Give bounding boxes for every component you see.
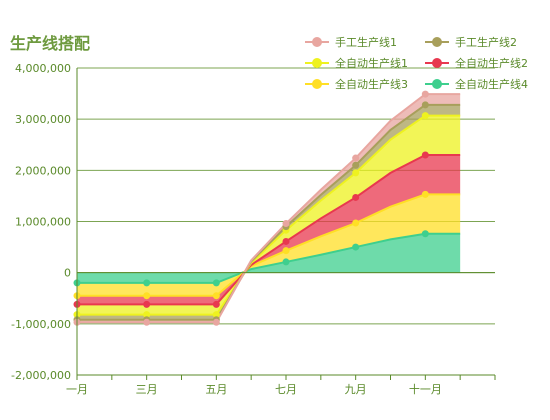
legend-label[interactable]: 全自动生产线2 [455, 56, 528, 70]
x-tick-label: 七月 [275, 383, 297, 396]
data-point[interactable] [282, 258, 290, 266]
legend-label[interactable]: 全自动生产线4 [455, 77, 528, 91]
data-point[interactable] [143, 300, 151, 308]
legend-swatch-dot[interactable] [432, 79, 442, 89]
legend-swatch-dot[interactable] [432, 37, 442, 47]
data-point[interactable] [421, 190, 429, 198]
data-point[interactable] [352, 161, 360, 169]
legend-swatch-dot[interactable] [312, 37, 322, 47]
line-全自动生产线1 [77, 114, 461, 316]
data-point[interactable] [212, 300, 220, 308]
line-手工生产线1 [77, 93, 461, 324]
data-point[interactable] [421, 230, 429, 238]
data-point[interactable] [212, 311, 220, 319]
area-手工生产线1 [77, 94, 461, 323]
area-手工生产线2 [77, 104, 461, 320]
data-point[interactable] [212, 279, 220, 287]
y-tick-label: 1,000,000 [15, 216, 71, 229]
legend-label[interactable]: 手工生产线2 [455, 35, 517, 49]
data-point[interactable] [421, 90, 429, 98]
legend-swatch-dot[interactable] [432, 58, 442, 68]
y-tick-label: -2,000,000 [11, 369, 71, 382]
data-point[interactable] [143, 318, 151, 326]
data-point[interactable] [143, 279, 151, 287]
x-tick-label: 九月 [345, 383, 367, 396]
y-tick-label: -1,000,000 [11, 318, 71, 331]
data-point[interactable] [352, 169, 360, 177]
legend-label[interactable]: 全自动生产线3 [335, 77, 408, 91]
legend-label[interactable]: 全自动生产线1 [335, 56, 408, 70]
x-tick-label: 一月 [66, 383, 88, 396]
y-tick-label: 4,000,000 [15, 62, 71, 75]
data-point[interactable] [282, 247, 290, 255]
data-point[interactable] [352, 219, 360, 227]
x-tick-label: 五月 [205, 383, 227, 396]
data-point[interactable] [143, 311, 151, 319]
legend-swatch-dot[interactable] [312, 58, 322, 68]
chart-title: 生产线搭配 [10, 34, 91, 53]
y-tick-label: 3,000,000 [15, 113, 71, 126]
data-point[interactable] [421, 151, 429, 159]
line-手工生产线2 [77, 103, 461, 321]
data-point[interactable] [352, 154, 360, 162]
data-point[interactable] [282, 237, 290, 245]
data-point[interactable] [212, 318, 220, 326]
data-point[interactable] [421, 112, 429, 120]
y-tick-label: 2,000,000 [15, 164, 71, 177]
data-point[interactable] [212, 292, 220, 300]
data-point[interactable] [143, 292, 151, 300]
line-全自动生产线3 [77, 193, 461, 297]
data-point[interactable] [421, 101, 429, 109]
legend-label[interactable]: 手工生产线1 [335, 35, 397, 49]
x-tick-label: 三月 [136, 383, 158, 396]
data-point[interactable] [352, 243, 360, 251]
line-全自动生产线2 [77, 153, 461, 306]
line-全自动生产线4 [77, 232, 461, 284]
x-tick-label: 十一月 [409, 382, 442, 396]
legend-swatch-dot[interactable] [312, 79, 322, 89]
y-tick-label: 0 [64, 267, 71, 280]
data-point[interactable] [282, 220, 290, 228]
data-point[interactable] [352, 193, 360, 201]
